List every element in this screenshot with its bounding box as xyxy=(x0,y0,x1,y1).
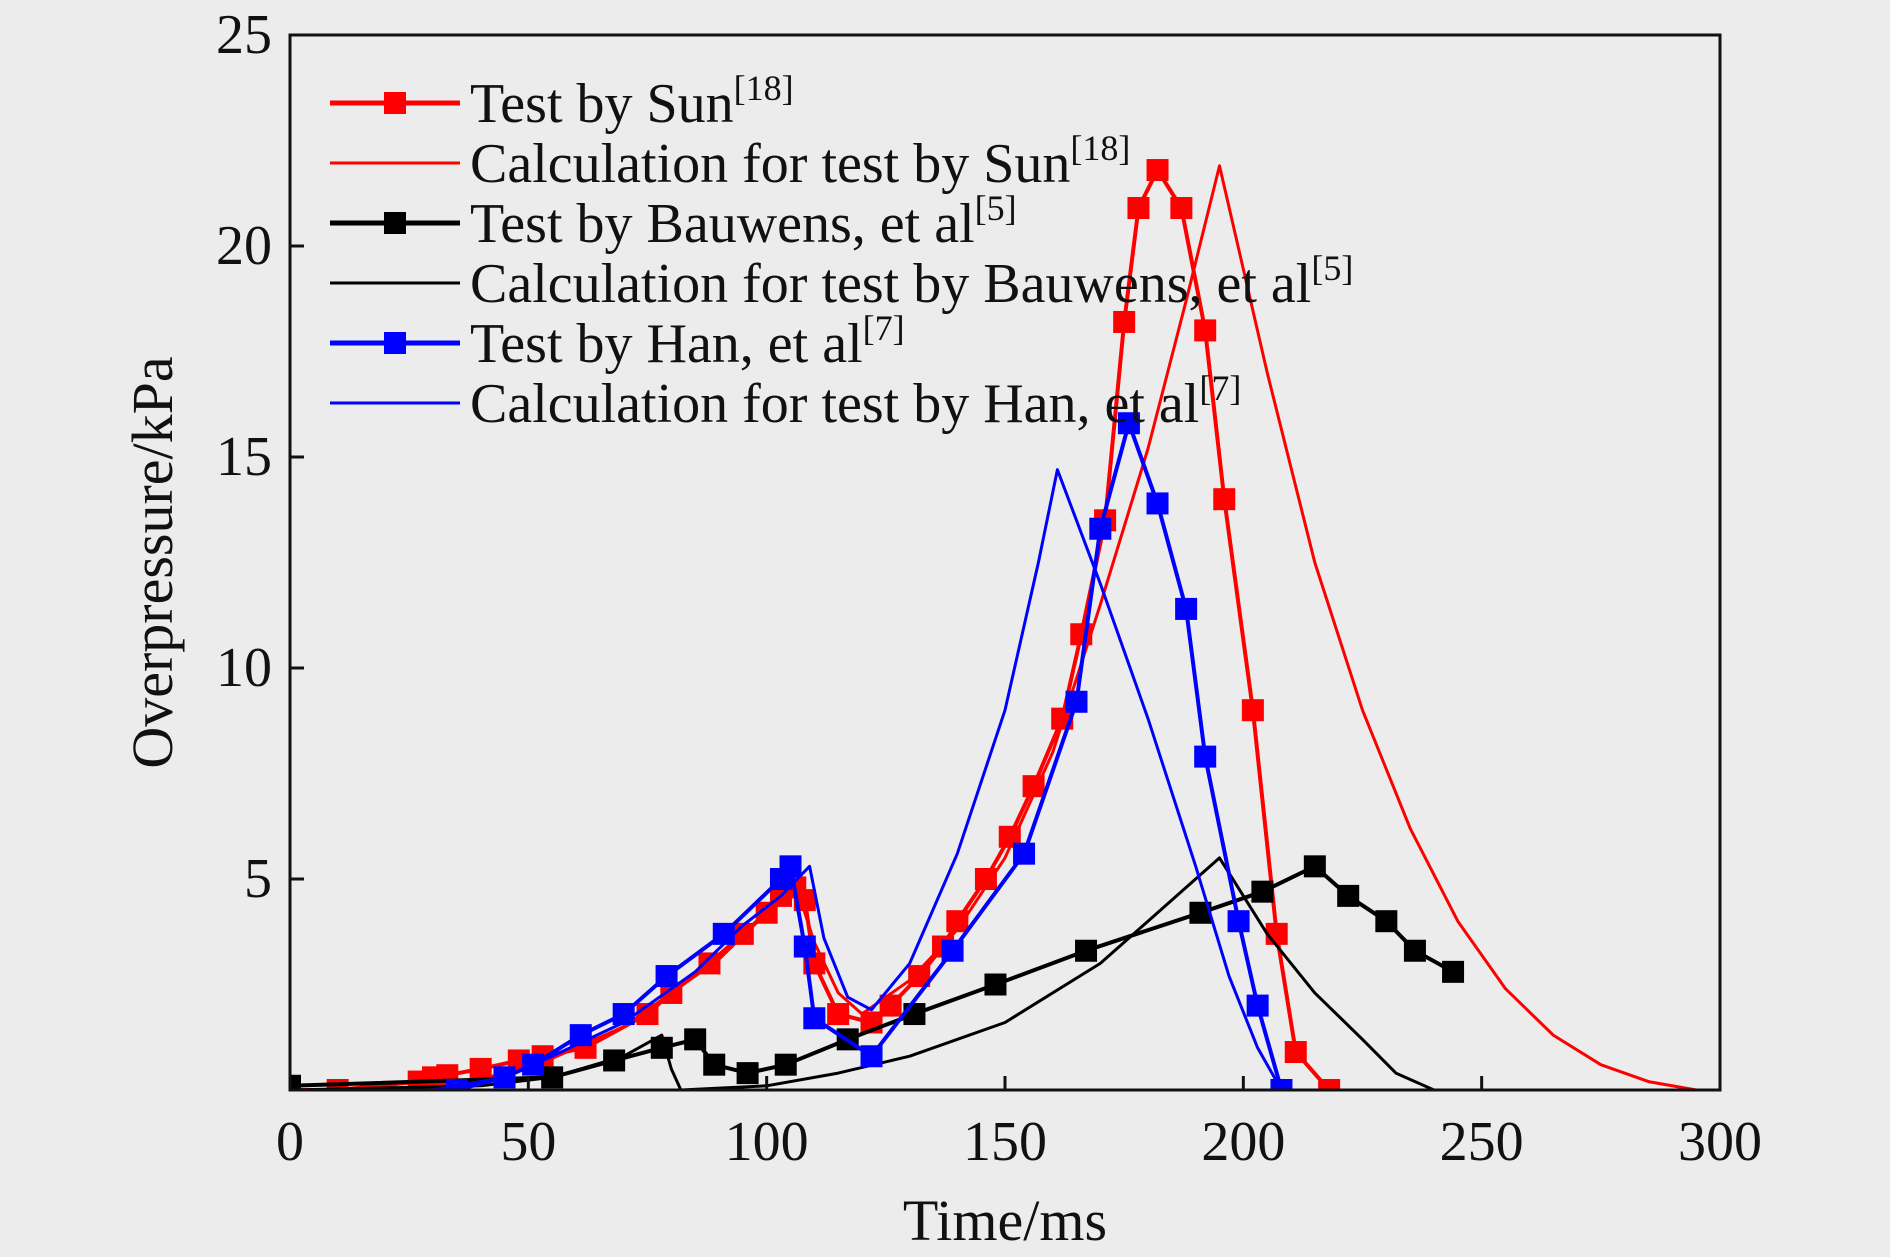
legend-label-calculation-for-test-by-sun: Calculation for test by Sun[18] xyxy=(470,128,1130,195)
test-by-sun-point xyxy=(1213,488,1236,511)
test-by-sun-point xyxy=(469,1057,492,1080)
test-by-sun-point xyxy=(974,868,997,890)
calculation-for-test-by-bauwens-et-al-line xyxy=(290,856,1435,1090)
test-by-han-et-al-line xyxy=(456,421,1284,1090)
test-by-sun-point xyxy=(946,910,969,933)
x-tick-label: 200 xyxy=(1201,1111,1285,1173)
y-tick-label: 20 xyxy=(216,215,272,277)
legend-label-calculation-for-test-by-bauwens-et-al: Calculation for test by Bauwens, et al[5… xyxy=(470,248,1353,315)
test-by-sun-point xyxy=(1284,1041,1307,1064)
legend-ref-calculation-for-test-by-sun: [18] xyxy=(1070,128,1130,168)
y-axis-label: Overpressure/kPa xyxy=(120,356,185,768)
test-by-bauwens-et-al-point xyxy=(1189,901,1212,924)
test-by-bauwens-et-al-point xyxy=(1442,960,1465,983)
test-by-han-et-al-point xyxy=(712,922,735,945)
legend-ref-calculation-for-test-by-han-et-al: [7] xyxy=(1199,368,1241,408)
calculation-for-test-by-sun-line xyxy=(290,164,1697,1090)
test-by-han-et-al-point xyxy=(1194,745,1217,768)
test-by-sun-point xyxy=(1194,319,1217,342)
test-by-bauwens-et-al-point xyxy=(1375,910,1398,933)
test-by-sun-point xyxy=(1241,699,1264,722)
test-by-sun-point xyxy=(1127,197,1150,220)
test-by-han-et-al-point xyxy=(1146,492,1169,515)
test-by-bauwens-et-al-point xyxy=(903,1003,926,1026)
test-by-bauwens-et-al-point xyxy=(1075,939,1098,962)
legend-label-calculation-for-test-by-han-et-al: Calculation for test by Han, et al[7] xyxy=(470,368,1241,435)
test-by-sun-point xyxy=(908,965,931,988)
test-by-han-et-al-point xyxy=(793,935,816,958)
legend-marker-test-by-bauwens-et-al xyxy=(384,212,406,234)
legend-label-test-by-han-et-al: Test by Han, et al[7] xyxy=(470,308,905,375)
test-by-han-et-al-point xyxy=(941,939,964,962)
y-tick-label: 10 xyxy=(216,637,272,699)
test-by-bauwens-et-al-point xyxy=(1337,884,1360,907)
test-by-han-et-al-point xyxy=(779,855,802,878)
test-by-bauwens-et-al-point xyxy=(703,1053,726,1076)
test-by-bauwens-et-al-point xyxy=(984,973,1007,996)
legend-ref-test-by-bauwens-et-al: [5] xyxy=(975,188,1017,228)
test-by-sun-point xyxy=(1318,1079,1341,1090)
test-by-sun-point xyxy=(827,1003,850,1026)
x-tick-label: 300 xyxy=(1678,1111,1762,1173)
test-by-bauwens-et-al-point xyxy=(1251,880,1274,903)
test-by-han-et-al-point xyxy=(1246,994,1269,1017)
x-tick-label: 50 xyxy=(500,1111,556,1173)
test-by-sun-point xyxy=(998,825,1021,848)
y-tick-label: 15 xyxy=(216,426,272,488)
test-by-han-et-al-point xyxy=(1089,517,1112,540)
y-tick-label: 5 xyxy=(244,848,272,910)
test-by-bauwens-et-al-point xyxy=(774,1053,797,1076)
test-by-han-et-al-point xyxy=(1013,842,1036,865)
test-by-bauwens-et-al-point xyxy=(736,1062,759,1085)
series-layer xyxy=(290,159,1697,1090)
test-by-han-et-al-point xyxy=(1175,597,1198,620)
test-by-sun-point xyxy=(879,994,902,1017)
legend-ref-calculation-for-test-by-bauwens-et-al: [5] xyxy=(1311,248,1353,288)
axes-layer: 0 50 100 150 200 250 300 5 10 15 20 25 xyxy=(216,4,1762,1173)
test-by-han-et-al-point xyxy=(1065,690,1088,713)
legend-ref-test-by-sun: [18] xyxy=(734,68,794,108)
calculation-for-test-by-han-et-al-line xyxy=(432,468,1283,1090)
y-tick-label: 25 xyxy=(216,4,272,66)
legend-marker-test-by-han-et-al xyxy=(384,332,406,354)
test-by-han-et-al-point xyxy=(1227,910,1250,933)
legend: Test by Sun[18]Calculation for test by S… xyxy=(330,68,1353,435)
legend-label-test-by-bauwens-et-al: Test by Bauwens, et al[5] xyxy=(470,188,1017,255)
legend-label-test-by-sun: Test by Sun[18] xyxy=(470,68,794,135)
x-tick-label: 150 xyxy=(963,1111,1047,1173)
plot-area xyxy=(290,159,1697,1090)
test-by-sun-point xyxy=(1170,197,1193,220)
test-by-bauwens-et-al-point xyxy=(1303,855,1326,878)
test-by-han-et-al-point xyxy=(803,1007,826,1030)
x-tick-label: 100 xyxy=(725,1111,809,1173)
x-axis-label: Time/ms xyxy=(903,1188,1107,1252)
test-by-sun-point xyxy=(1113,310,1136,333)
legend-ref-test-by-han-et-al: [7] xyxy=(863,308,905,348)
test-by-han-et-al-point xyxy=(655,965,678,988)
x-tick-label: 0 xyxy=(276,1111,304,1173)
test-by-bauwens-et-al-point xyxy=(684,1028,707,1051)
x-tick-label: 250 xyxy=(1440,1111,1524,1173)
test-by-bauwens-et-al-point xyxy=(290,1074,301,1090)
legend-marker-test-by-sun xyxy=(384,92,406,114)
test-by-han-et-al-point xyxy=(1117,412,1140,435)
test-by-sun-point xyxy=(1146,159,1169,182)
test-by-bauwens-et-al-point xyxy=(1403,939,1426,962)
test-by-han-et-al-point xyxy=(1270,1079,1293,1090)
test-by-han-et-al-point xyxy=(860,1045,883,1068)
